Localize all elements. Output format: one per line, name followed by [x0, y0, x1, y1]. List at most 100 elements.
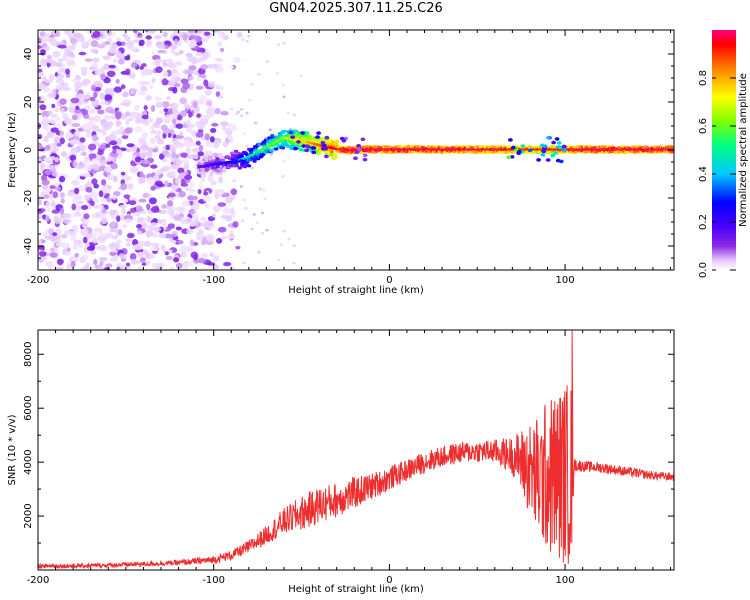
noise-cell — [105, 160, 114, 165]
y-tick-label: -40 — [23, 238, 34, 254]
noise-cell — [204, 90, 212, 96]
noise-cell — [90, 40, 99, 48]
noise-cell — [55, 267, 62, 270]
noise-cell — [88, 120, 93, 126]
noise-cell — [121, 130, 126, 136]
ridge-cell — [508, 138, 513, 142]
noise-cell — [156, 169, 162, 176]
noise-cell — [190, 251, 199, 259]
noise-cell — [140, 144, 149, 150]
noise-cell — [151, 262, 160, 270]
noise-cell — [196, 236, 201, 241]
noise-cell — [123, 194, 131, 199]
noise-cell — [227, 232, 236, 240]
noise-cell — [109, 228, 117, 233]
noise-cell — [62, 212, 72, 219]
noise-cell — [152, 232, 159, 238]
noise-cell — [170, 170, 176, 176]
noise-cell — [91, 178, 98, 185]
noise-cell — [282, 229, 286, 233]
noise-cell — [114, 111, 122, 119]
noise-cell — [81, 205, 88, 210]
ridge-cell — [305, 131, 310, 135]
noise-cell — [43, 231, 48, 238]
noise-cell — [224, 127, 233, 135]
noise-cell — [103, 77, 111, 84]
noise-cell — [74, 253, 80, 258]
noise-cell — [103, 63, 110, 70]
noise-cell — [161, 150, 169, 156]
noise-cell — [188, 209, 196, 215]
noise-cell — [166, 58, 173, 63]
noise-cell — [120, 102, 129, 106]
noise-cell — [133, 211, 141, 217]
noise-cell — [119, 204, 127, 209]
x-tick-label: -100 — [202, 575, 225, 586]
spectrogram-cells — [38, 30, 674, 270]
noise-cell — [99, 159, 108, 166]
ridge-cell — [573, 150, 578, 154]
noise-cell — [183, 163, 190, 171]
noise-cell — [200, 241, 207, 246]
noise-cell — [79, 256, 86, 264]
noise-cell — [57, 58, 64, 63]
spectrogram-x-label: Height of straight line (km) — [288, 285, 424, 296]
ridge-cell — [301, 144, 307, 148]
ridge-cell — [356, 144, 361, 148]
noise-cell — [173, 257, 180, 263]
noise-cell — [281, 83, 285, 87]
noise-cell — [81, 69, 87, 76]
noise-cell — [120, 198, 129, 204]
ridge-cell — [562, 148, 568, 152]
noise-cell — [101, 179, 107, 186]
noise-cell — [98, 190, 104, 198]
noise-cell — [174, 177, 181, 184]
ridge-cell — [545, 158, 551, 162]
noise-cell — [38, 158, 43, 164]
y-tick-label: -20 — [23, 190, 34, 206]
noise-cell — [110, 221, 117, 228]
ridge-cell — [304, 144, 310, 148]
noise-cell — [175, 226, 182, 231]
noise-cell — [118, 214, 127, 221]
noise-cell — [172, 72, 182, 77]
noise-cell — [217, 32, 223, 39]
noise-cell — [38, 144, 42, 149]
noise-cell — [171, 162, 180, 170]
noise-cell — [146, 203, 151, 211]
noise-cell — [141, 159, 150, 165]
noise-cell — [51, 30, 60, 38]
colorbar-tick-label: 0.6 — [698, 118, 709, 134]
noise-cell — [250, 83, 254, 86]
noise-cell — [214, 108, 221, 115]
noise-cell — [188, 75, 194, 81]
noise-cell — [127, 40, 135, 46]
noise-cell — [81, 94, 90, 100]
noise-cell — [74, 86, 80, 93]
noise-cell — [171, 137, 180, 144]
noise-cell — [178, 190, 186, 198]
noise-cell — [243, 132, 247, 135]
noise-cell — [172, 103, 180, 107]
noise-cell — [265, 228, 269, 232]
ridge-cell — [288, 130, 294, 135]
noise-cell — [90, 48, 97, 54]
noise-cell — [80, 66, 88, 71]
noise-cell — [53, 123, 63, 129]
noise-cell — [67, 56, 75, 62]
noise-cell — [177, 240, 184, 245]
noise-cell — [137, 90, 146, 96]
noise-cell — [54, 107, 60, 113]
noise-cell — [158, 232, 167, 239]
colorbar: 0.0 0.2 0.4 0.6 0.8 Normalized spectral ampl… — [698, 30, 749, 278]
noise-cell — [172, 86, 178, 94]
noise-cell — [63, 87, 71, 91]
noise-cell — [250, 227, 254, 231]
noise-cell — [150, 30, 156, 34]
noise-cell — [124, 111, 131, 117]
noise-cell — [292, 113, 296, 117]
noise-cell — [86, 246, 95, 251]
noise-cell — [189, 39, 198, 44]
noise-cell — [204, 150, 213, 157]
ridge-cell — [246, 164, 252, 168]
